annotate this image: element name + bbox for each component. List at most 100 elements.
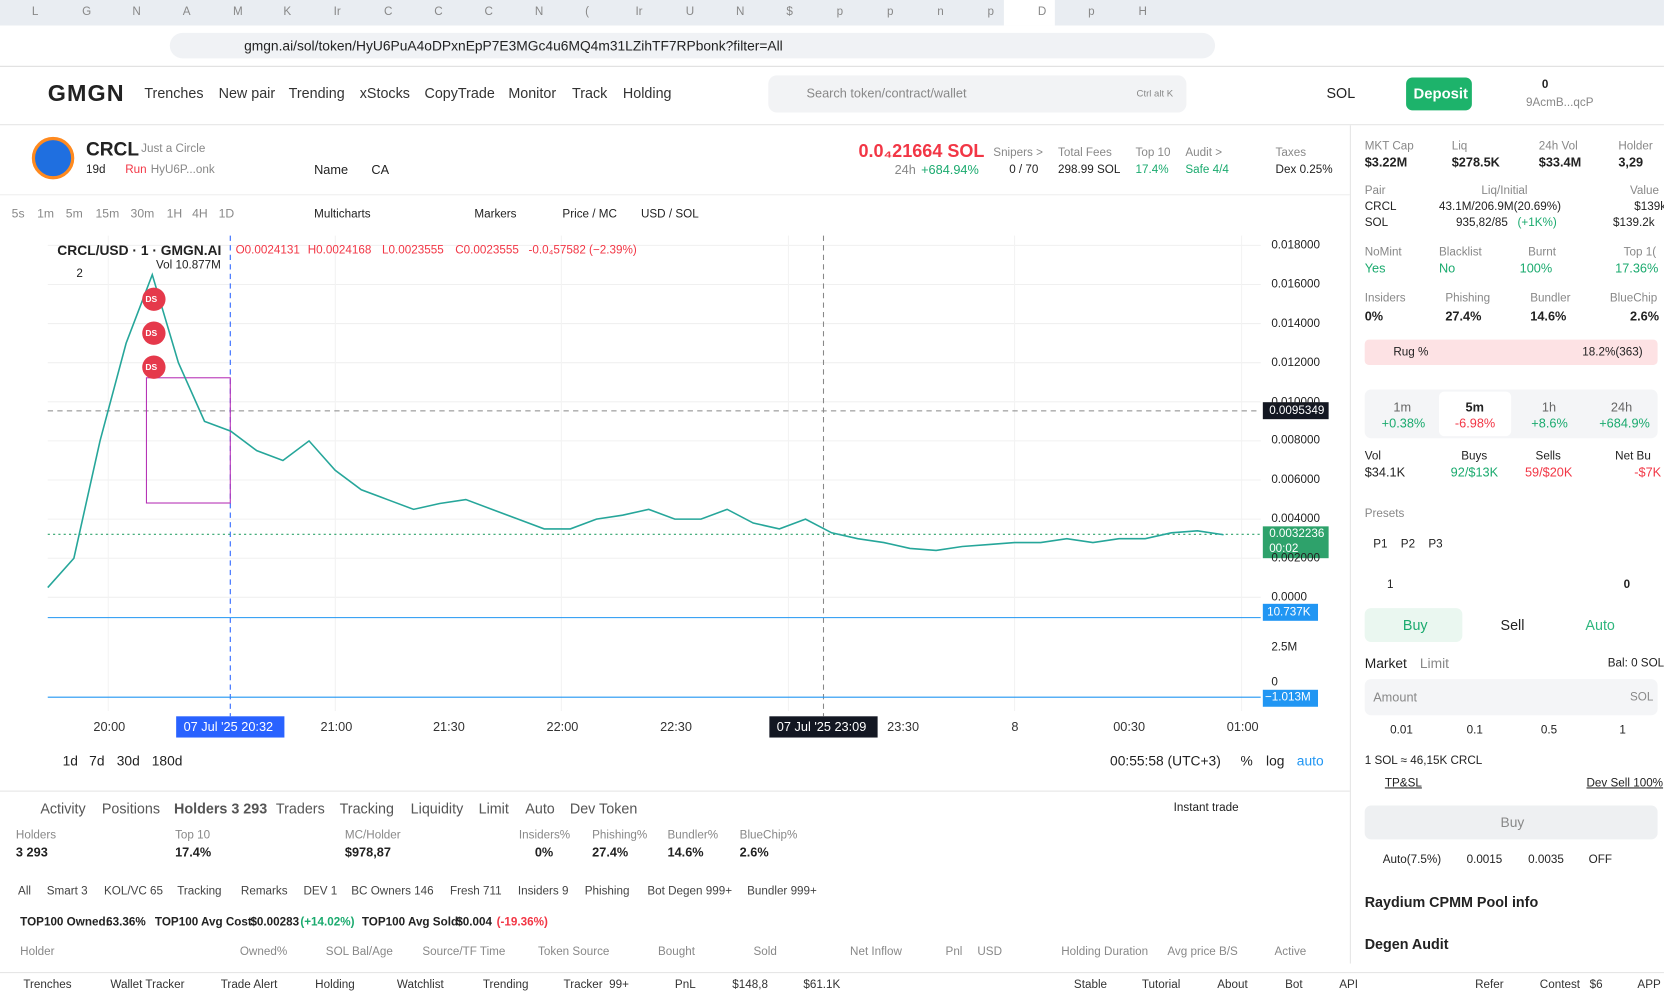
tabs[interactable]: C <box>484 5 493 19</box>
tabs[interactable]: Activity <box>40 800 86 817</box>
tabs[interactable]: Auto <box>525 800 555 817</box>
footer[interactable]: $148,8 <box>732 978 768 992</box>
ca-button[interactable]: CA <box>371 162 390 178</box>
tabs[interactable]: N <box>736 5 745 19</box>
buy-button[interactable] <box>1364 805 1658 840</box>
tabs[interactable]: $ <box>786 5 793 19</box>
footer[interactable]: $61.1K <box>803 978 841 992</box>
footer[interactable]: Tracker <box>563 978 603 992</box>
filters[interactable]: Insiders 9 <box>517 885 569 898</box>
footer[interactable]: Contest <box>1539 978 1581 992</box>
tabs[interactable]: Holders 3 293 <box>174 800 268 817</box>
footer[interactable]: Holding <box>315 978 355 992</box>
filters[interactable]: Remarks <box>240 885 288 898</box>
tabs[interactable]: Ir <box>635 5 643 19</box>
tabs[interactable]: p <box>1088 5 1095 19</box>
filters[interactable]: Phishing <box>584 885 630 898</box>
filters[interactable]: BC Owners 146 <box>351 885 434 898</box>
footer[interactable]: PnL <box>674 978 696 992</box>
tabs[interactable]: H <box>1138 5 1147 19</box>
tabs[interactable]: Positions <box>101 800 161 817</box>
intervals[interactable]: 1H <box>166 207 183 221</box>
tabs[interactable]: A <box>182 5 191 19</box>
intervals[interactable]: 5m <box>65 207 83 221</box>
footer[interactable]: Trade Alert <box>220 978 278 992</box>
tabs[interactable]: N <box>132 5 141 19</box>
intervals[interactable]: 1D <box>218 207 235 221</box>
intervals[interactable]: 5s <box>11 207 25 221</box>
footer[interactable]: Wallet Tracker <box>110 978 185 992</box>
deposit[interactable]: Deposit <box>1413 84 1469 102</box>
intervals[interactable]: 15m <box>95 207 120 221</box>
items[interactable]: Trending <box>288 85 345 102</box>
filters[interactable]: Smart 3 <box>46 885 88 898</box>
presets[interactable]: P3 <box>1428 538 1443 551</box>
intervals[interactable]: 30m <box>130 207 155 221</box>
footer[interactable]: Stable <box>1073 978 1108 992</box>
tabs[interactable]: G <box>82 5 92 19</box>
tabs[interactable]: Traders <box>275 800 325 817</box>
name-button[interactable]: Name <box>314 162 349 178</box>
tabs[interactable]: D <box>1037 5 1047 19</box>
url-field[interactable] <box>169 32 1216 59</box>
intervals[interactable]: 1m <box>37 207 55 221</box>
ranges[interactable]: 30d <box>116 752 140 769</box>
items[interactable]: Monitor <box>508 85 557 102</box>
footer[interactable]: API <box>1339 978 1359 992</box>
quick[interactable]: 0.1 <box>1466 723 1483 737</box>
filters[interactable]: Bundler 999+ <box>747 885 817 898</box>
footer[interactable]: Bot <box>1285 978 1303 992</box>
tabs[interactable]: p <box>886 5 894 19</box>
tabs[interactable]: Dev Token <box>569 800 638 817</box>
tabs[interactable]: p <box>987 5 995 19</box>
timeframe-active[interactable] <box>1438 391 1512 437</box>
presets-label[interactable]: Presets <box>1364 507 1405 520</box>
tabs[interactable]: p <box>836 5 844 19</box>
footer[interactable]: 99+ <box>609 978 629 992</box>
quick[interactable]: 0.01 <box>1390 723 1413 737</box>
tabs[interactable]: Limit <box>478 800 509 817</box>
footer[interactable]: Trending <box>482 978 529 992</box>
filters[interactable]: Fresh 711 <box>449 885 502 898</box>
intervals[interactable]: 4H <box>192 207 208 221</box>
footer[interactable]: About <box>1217 978 1248 992</box>
buy-tab[interactable] <box>1364 608 1463 643</box>
filters[interactable]: Tracking <box>177 885 222 898</box>
ranges[interactable]: 7d <box>89 752 105 769</box>
tabs[interactable]: U <box>685 5 695 19</box>
tabs[interactable]: ( <box>585 5 590 19</box>
footer[interactable]: Trenches <box>23 978 72 992</box>
deposit-button[interactable] <box>1406 77 1472 111</box>
search-box[interactable] <box>768 75 1187 113</box>
presets[interactable]: P1 <box>1373 538 1388 551</box>
items[interactable]: Holding <box>622 85 672 102</box>
quick[interactable]: 0.5 <box>1540 723 1558 737</box>
tabs[interactable]: Tracking <box>339 800 394 817</box>
tabs[interactable]: Liquidity <box>410 800 464 817</box>
sides[interactable]: Sell <box>1500 617 1525 634</box>
items[interactable]: CopyTrade <box>424 85 495 102</box>
tabs[interactable]: L <box>31 5 39 19</box>
footer[interactable]: Watchlist <box>396 978 444 992</box>
footer[interactable]: Tutorial <box>1141 978 1181 992</box>
tabs[interactable]: C <box>434 5 443 19</box>
filters[interactable]: Bot Degen 999+ <box>647 885 733 898</box>
active-tab[interactable] <box>1003 0 1055 26</box>
ranges[interactable]: 1d <box>62 752 78 769</box>
quick[interactable]: 1 <box>1619 723 1626 737</box>
items[interactable]: Trenches <box>144 85 204 102</box>
tabs[interactable]: M <box>233 5 243 19</box>
tabs[interactable]: n <box>937 5 944 19</box>
tabs[interactable]: N <box>534 5 544 19</box>
items[interactable]: xStocks <box>359 85 410 102</box>
footer[interactable]: $6 <box>1589 978 1603 992</box>
footer[interactable]: Refer <box>1475 978 1504 992</box>
tabs[interactable]: K <box>283 5 292 19</box>
buy-button[interactable]: Buy <box>1500 814 1525 831</box>
tabs[interactable]: C <box>383 5 393 19</box>
items[interactable]: Track <box>571 85 608 102</box>
footer[interactable]: APP <box>1637 978 1661 992</box>
filters[interactable]: All <box>18 885 32 898</box>
items[interactable]: New pair <box>218 85 276 102</box>
presets[interactable]: P2 <box>1400 538 1416 551</box>
